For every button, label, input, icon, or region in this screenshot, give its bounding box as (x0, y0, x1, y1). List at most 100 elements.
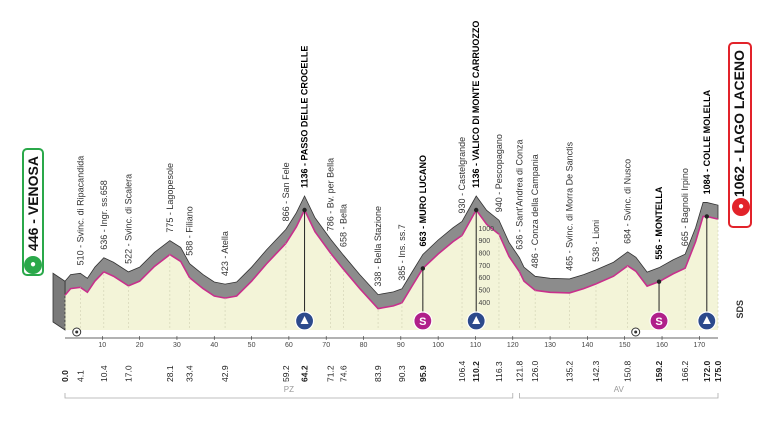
km-label: 28.1 (165, 365, 175, 382)
x-tick-label: 100 (432, 342, 444, 349)
start-altitude: 446 (25, 227, 41, 251)
place-label: 658 - Bella (338, 204, 348, 247)
place-label: 636 - Sant'Andrea di Conza (514, 139, 524, 249)
marker-dot (420, 266, 426, 271)
place-label: 1084 - COLLE MOLELLA (702, 89, 712, 194)
sprint-icon (413, 311, 433, 331)
y-tick-label: 800 (478, 251, 490, 258)
y-tick-label: 500 (478, 288, 490, 295)
place-label: 556 - MONTELLA (654, 186, 664, 260)
region-bracket (519, 393, 719, 399)
start-cyclist-icon: ● (24, 256, 42, 274)
y-tick-label: 400 (478, 300, 490, 307)
km-label: 83.9 (373, 365, 383, 382)
place-label: 636 - Ingr. ss.658 (99, 180, 109, 250)
x-tick-label: 150 (619, 342, 631, 349)
place-label: 930 - Castelgrande (457, 137, 467, 214)
km-label: 17.0 (123, 365, 133, 382)
finish-location-box: 1062 - LAGO LACENO (728, 42, 752, 228)
brand-logo: SDS (735, 300, 745, 319)
km-label: 64.2 (300, 365, 310, 382)
place-label: 866 - San Fele (281, 162, 291, 221)
y-tick-label: 700 (478, 263, 490, 270)
km-label: 0.0 (60, 370, 70, 382)
km-label: 33.4 (185, 365, 195, 382)
x-tick-label: 170 (693, 342, 705, 349)
place-label: 663 - MURO LUCANO (418, 155, 428, 247)
km-label: 90.3 (397, 365, 407, 382)
km-label: 126.0 (530, 360, 540, 382)
y-tick-label: 900 (478, 238, 490, 245)
km-label: 74.6 (338, 365, 348, 382)
x-tick-label: 70 (322, 342, 330, 349)
place-label: 510 - Svinc. di Ripacandida (75, 156, 85, 266)
marker-dot (656, 279, 662, 284)
km-label: 166.2 (680, 360, 690, 382)
place-label: 684 - Svinc. di Nusco (623, 159, 633, 244)
x-tick-label: 120 (507, 342, 519, 349)
x-tick-label: 10 (98, 342, 106, 349)
place-label: 465 - Svinc. di Morra De Sanctis (564, 141, 574, 271)
profile-left-wall (52, 272, 66, 331)
sprint-icon (649, 311, 669, 331)
x-tick-label: 50 (248, 342, 256, 349)
km-label: 150.8 (623, 360, 633, 382)
marker-label: S (419, 316, 426, 328)
profile-front-face (65, 210, 718, 330)
km-label: 116.3 (494, 361, 504, 382)
x-tick-label: 110 (470, 342, 481, 349)
place-label: 522 - Svinc. di Scalera (123, 174, 133, 264)
km-label: 10.4 (99, 365, 109, 382)
km-label: 106.4 (457, 360, 467, 382)
finish-cyclist-icon: ● (732, 198, 750, 216)
start-km-icon-dot (75, 330, 79, 334)
road-line (64, 208, 719, 310)
y-tick-label: 1000 (478, 226, 494, 233)
x-tick-label: 40 (210, 342, 218, 349)
marker-dot (302, 207, 307, 213)
start-name: VENOSA (25, 156, 41, 216)
place-label: 775 - Lagopesole (165, 163, 175, 233)
km-label: 95.9 (418, 365, 428, 382)
finish-name: LAGO LACENO (731, 50, 747, 154)
x-tick-label: 160 (656, 342, 668, 349)
place-label: 588 - Filiano (185, 206, 195, 256)
x-tick-label: 140 (582, 342, 594, 349)
x-tick-label: 20 (136, 342, 144, 349)
km-label: 4.1 (75, 370, 85, 382)
marker-label: S (655, 316, 662, 328)
place-label: 940 - Pescopagano (494, 134, 504, 212)
place-label: 1136 - VALICO DI MONTE CARRUOZZO (471, 21, 481, 188)
km-label: 135.2 (564, 360, 574, 382)
km-label: 71.2 (326, 365, 336, 382)
place-label: 486 - Conza della Campania (530, 154, 540, 268)
place-label: 1136 - PASSO DELLE CROCELLE (300, 46, 310, 188)
marker-dot (704, 214, 710, 219)
place-label: 423 - Atella (220, 231, 230, 276)
finish-altitude: 1062 (731, 165, 747, 198)
start-location-box: 446 - VENOSA (22, 148, 44, 276)
km-label: 42.9 (220, 365, 230, 382)
x-tick-label: 90 (397, 342, 405, 349)
km-label: 172.0 (702, 360, 712, 382)
y-tick-label: 600 (478, 275, 490, 282)
place-label: 786 - Bv. per Bella (326, 158, 336, 231)
place-label: 665 - Bagnoli Irpino (680, 168, 690, 246)
place-label: 338 - Bella Stazione (373, 206, 383, 287)
mountain-shape (300, 316, 309, 324)
place-label: 538 - Lioni (591, 220, 601, 262)
x-tick-label: 60 (285, 342, 293, 349)
region-bracket (64, 393, 514, 399)
km-label: 175.0 (713, 360, 723, 382)
mountain-shape (702, 316, 711, 324)
x-tick-label: 30 (173, 342, 181, 349)
km-label: 121.8 (514, 360, 524, 382)
place-label: 385 - Ins. ss.7 (397, 224, 407, 281)
feed-zone-icon-dot (634, 330, 638, 334)
mountain-shape (472, 316, 481, 324)
region-label: AV (614, 385, 625, 394)
km-label: 110.2 (471, 361, 481, 382)
x-tick-label: 130 (544, 342, 556, 349)
km-label: 142.3 (591, 360, 601, 382)
